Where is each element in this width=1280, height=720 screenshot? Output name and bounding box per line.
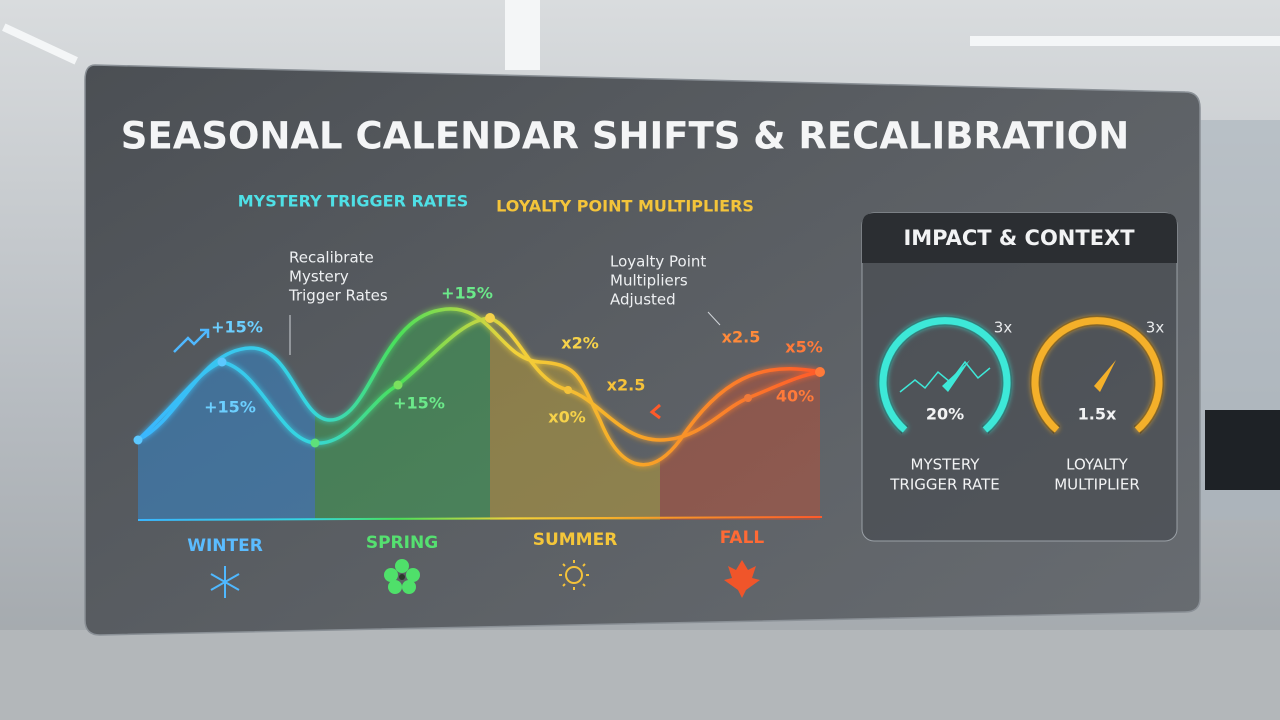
floor	[0, 630, 1280, 720]
ceiling-light	[970, 36, 1280, 46]
point-label: +15%	[441, 284, 493, 303]
impact-card-header	[862, 213, 1177, 263]
gauge-label: LOYALTY	[1066, 456, 1129, 474]
point	[744, 394, 752, 402]
gauge-label: MYSTERY	[911, 456, 981, 474]
point-label: 40%	[776, 387, 814, 406]
gauge-max: 3x	[994, 319, 1013, 337]
title: SEASONAL CALENDAR SHIFTS & RECALIBRATION	[121, 115, 1129, 158]
point-label: x2%	[561, 334, 598, 353]
point	[133, 435, 143, 445]
point	[815, 367, 825, 377]
annotation-leader	[707, 311, 721, 326]
snowflake-icon	[210, 566, 240, 598]
impact-card: IMPACT & CONTEXT	[861, 212, 1178, 542]
point-label: x2.5	[722, 328, 761, 347]
point-label: x5%	[785, 338, 822, 357]
annotation: Mystery	[289, 268, 349, 286]
leaf-icon	[724, 560, 760, 598]
fall-arrow	[649, 403, 661, 420]
point-label: x0%	[548, 408, 585, 427]
gauge-max: 3x	[1146, 319, 1165, 337]
season-label: SUMMER	[533, 530, 618, 550]
annotation: Loyalty Point	[610, 253, 706, 271]
annotation: Multipliers	[610, 272, 688, 290]
flower-icon	[384, 559, 420, 594]
season-label: WINTER	[187, 536, 263, 556]
sun-icon	[559, 560, 589, 590]
annotation: Recalibrate	[289, 249, 374, 267]
gauge-value: 1.5x	[1078, 405, 1117, 424]
gauge-sparkline	[899, 360, 991, 393]
gauge-label: MULTIPLIER	[1054, 476, 1140, 494]
legend-loyalty: LOYALTY POINT MULTIPLIERS	[496, 197, 754, 216]
season-icons	[210, 559, 760, 598]
gauge-needle	[1094, 360, 1116, 392]
baseline	[137, 516, 823, 521]
point-label: +15%	[393, 394, 445, 413]
point	[217, 357, 227, 367]
legend-mystery: MYSTERY TRIGGER RATES	[238, 192, 469, 211]
monitor	[1205, 410, 1280, 490]
curve-mystery	[137, 307, 821, 467]
gauge-needle	[942, 360, 970, 392]
curve-points	[133, 313, 825, 448]
gauge-arc	[1031, 317, 1163, 433]
point	[310, 438, 320, 448]
point	[485, 313, 495, 323]
point-label: +15%	[204, 398, 256, 417]
gauge-arc	[879, 317, 1011, 433]
annotation: Adjusted	[610, 291, 676, 309]
point	[564, 386, 572, 394]
ceiling-light	[505, 0, 540, 70]
gauge-value: 20%	[926, 405, 964, 424]
point-label: +15%	[211, 318, 263, 337]
point-label: x2.5	[607, 376, 646, 395]
season-label: SPRING	[366, 533, 438, 553]
trend-arrow	[173, 328, 210, 353]
season-label: FALL	[720, 528, 765, 548]
impact-title: IMPACT & CONTEXT	[903, 226, 1135, 250]
gauge-label: TRIGGER RATE	[889, 476, 999, 494]
ceiling-light	[2, 23, 78, 65]
point	[393, 380, 403, 390]
annotation: Trigger Rates	[288, 287, 388, 305]
